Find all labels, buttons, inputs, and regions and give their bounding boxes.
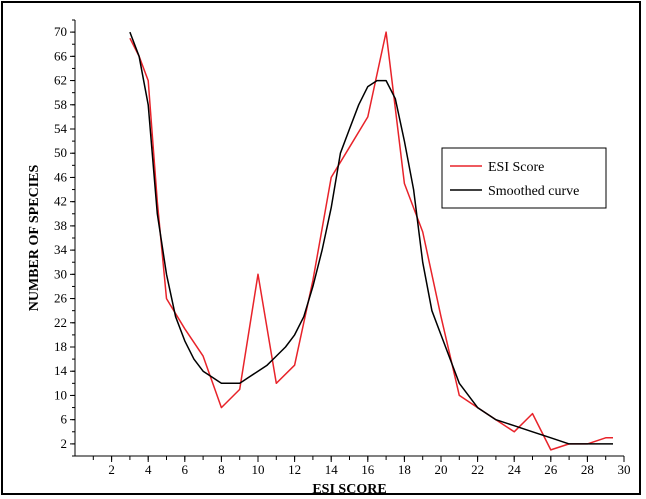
x-tick-label: 18 — [398, 462, 411, 477]
x-tick-label: 26 — [544, 462, 558, 477]
x-tick-label: 10 — [252, 462, 265, 477]
y-tick-label: 18 — [54, 339, 67, 354]
x-tick-label: 28 — [581, 462, 594, 477]
y-tick-label: 2 — [61, 436, 68, 451]
y-tick-label: 70 — [54, 24, 67, 39]
axes — [74, 20, 624, 457]
legend-label-smoothed-curve: Smoothed curve — [488, 184, 579, 199]
series-lines — [129, 31, 613, 451]
x-tick-label: 30 — [618, 462, 631, 477]
legend: ESI Score Smoothed curve — [441, 147, 607, 209]
legend-label-esi-score: ESI Score — [488, 160, 544, 175]
y-tick-label: 42 — [54, 194, 67, 209]
y-tick-label: 50 — [54, 145, 67, 160]
y-tick-label: 26 — [54, 291, 68, 306]
x-tick-label: 6 — [182, 462, 189, 477]
y-tick-label: 62 — [54, 73, 67, 88]
x-tick-label: 12 — [288, 462, 301, 477]
y-tick-label: 34 — [54, 242, 68, 257]
x-tick-label: 2 — [108, 462, 115, 477]
y-tick-label: 66 — [54, 48, 68, 63]
x-tick-label: 20 — [435, 462, 448, 477]
y-tick-label: 6 — [61, 412, 68, 427]
y-tick-label: 58 — [54, 97, 67, 112]
tick-marks: 2 4 6 8 10 12 14 16 18 20 22 24 26 28 3026101418222630… — [54, 19, 631, 477]
x-tick-label: 22 — [471, 462, 484, 477]
legend-box — [441, 147, 607, 209]
y-tick-label: 10 — [54, 387, 67, 402]
y-tick-label: 54 — [54, 121, 68, 136]
y-tick-label: 14 — [54, 363, 68, 378]
x-tick-label: 24 — [508, 462, 522, 477]
series-line-esi-score — [129, 31, 613, 451]
y-axis-title: NUMBER OF SPECIES — [27, 165, 42, 312]
x-tick-label: 16 — [361, 462, 375, 477]
x-tick-label: 8 — [218, 462, 225, 477]
x-tick-label: 4 — [145, 462, 152, 477]
series-line-smoothed-curve — [129, 31, 613, 445]
y-tick-label: 46 — [54, 169, 68, 184]
y-tick-label: 30 — [54, 266, 67, 281]
y-tick-label: 22 — [54, 315, 67, 330]
x-axis-title: ESI SCORE — [312, 482, 386, 497]
x-tick-label: 14 — [325, 462, 339, 477]
y-tick-label: 38 — [54, 218, 67, 233]
